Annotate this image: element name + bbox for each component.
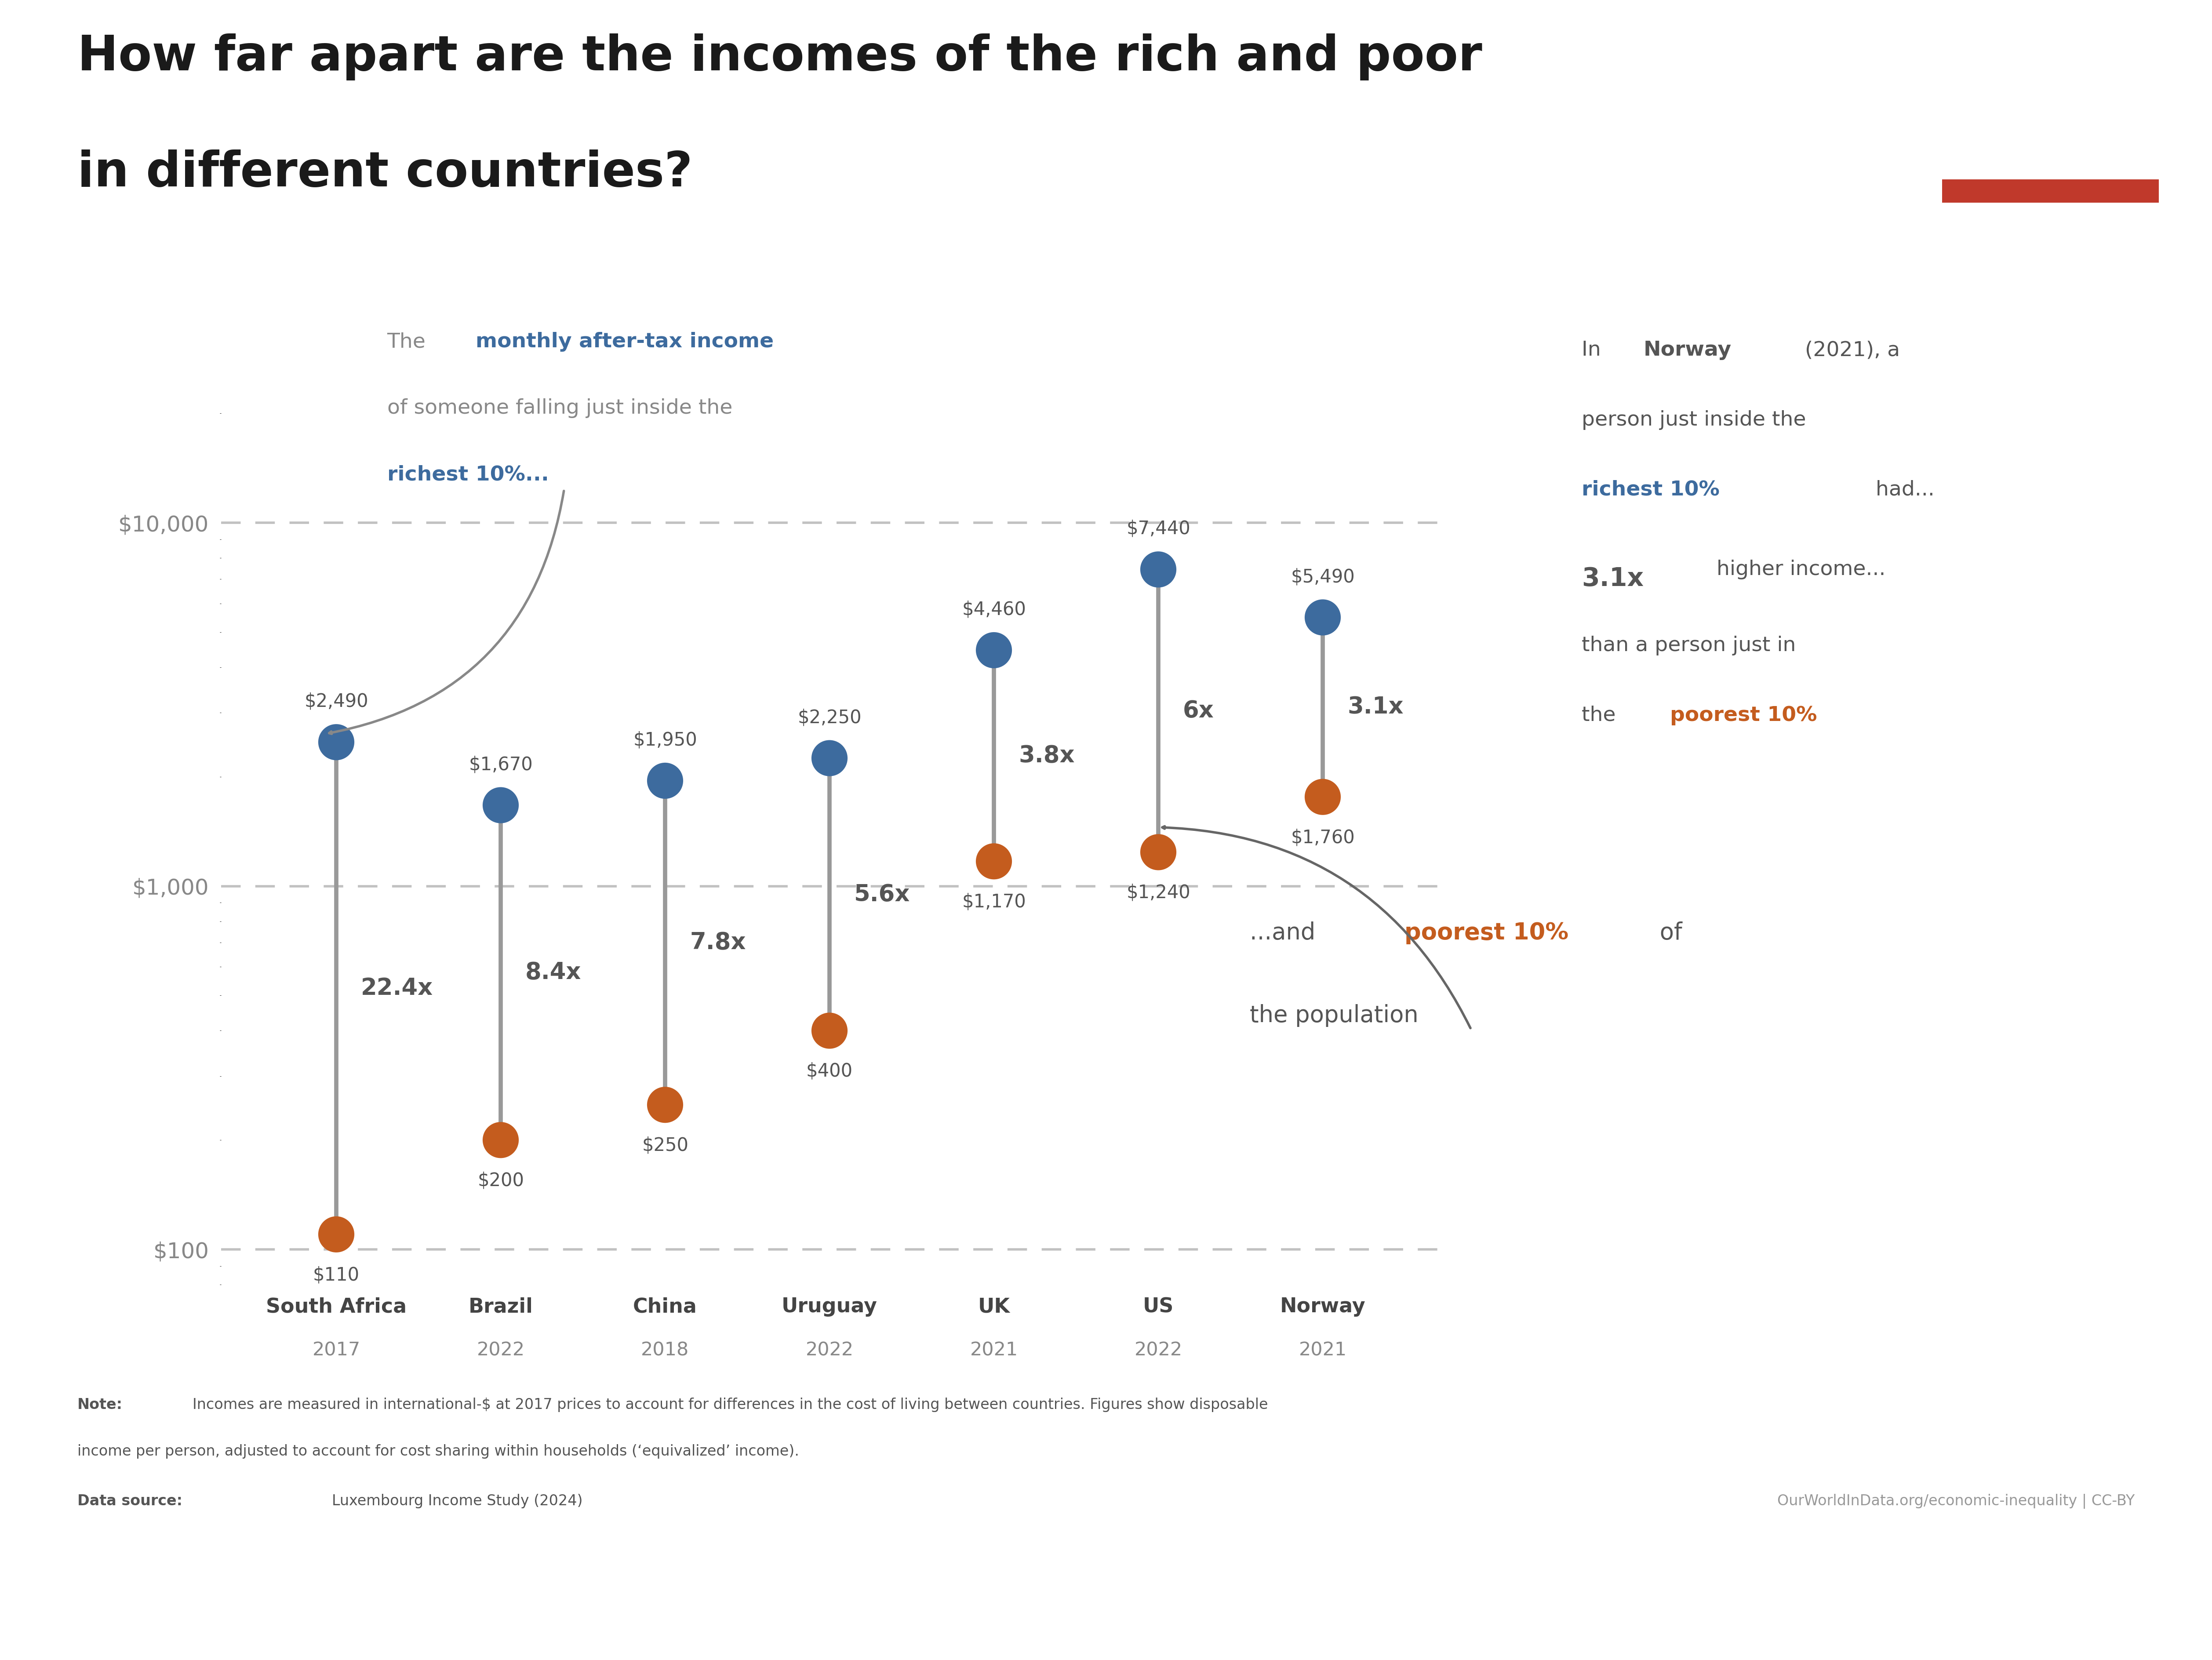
- Text: 2021: 2021: [1298, 1341, 1347, 1360]
- Text: poorest 10%: poorest 10%: [1670, 706, 1816, 725]
- Text: the population: the population: [1250, 1004, 1418, 1028]
- Text: $4,460: $4,460: [962, 601, 1026, 619]
- Text: richest 10%: richest 10%: [1582, 480, 1719, 500]
- Text: higher income...: higher income...: [1710, 559, 1885, 579]
- Text: 7.8x: 7.8x: [690, 931, 745, 954]
- Point: [482, 792, 518, 818]
- Text: richest 10%...: richest 10%...: [387, 465, 549, 485]
- Text: Data source:: Data source:: [77, 1494, 181, 1509]
- Bar: [1942, 179, 2159, 203]
- Text: $400: $400: [805, 1062, 854, 1081]
- Point: [319, 729, 354, 755]
- Text: the: the: [1582, 706, 1621, 725]
- Text: had...: had...: [1869, 480, 1936, 500]
- Text: 3.8x: 3.8x: [1018, 744, 1075, 767]
- Text: Norway: Norway: [1644, 340, 1732, 360]
- Point: [812, 1018, 847, 1044]
- Text: 8.4x: 8.4x: [526, 961, 582, 984]
- Point: [1305, 784, 1340, 810]
- Text: 2022: 2022: [805, 1341, 854, 1360]
- Text: $1,670: $1,670: [469, 755, 533, 774]
- Text: poorest 10%: poorest 10%: [1405, 921, 1568, 945]
- Text: Our World: Our World: [2002, 81, 2099, 98]
- Text: China: China: [633, 1296, 697, 1316]
- Text: Brazil: Brazil: [469, 1296, 533, 1316]
- Text: of someone falling just inside the: of someone falling just inside the: [387, 398, 732, 418]
- Text: Uruguay: Uruguay: [781, 1296, 878, 1316]
- Text: $200: $200: [478, 1172, 524, 1190]
- Text: than a person just in: than a person just in: [1582, 636, 1796, 656]
- Text: 5.6x: 5.6x: [854, 883, 909, 906]
- Text: UK: UK: [978, 1296, 1011, 1316]
- Point: [648, 1092, 684, 1119]
- Point: [482, 1127, 518, 1154]
- Text: $1,760: $1,760: [1290, 828, 1354, 847]
- Text: $1,170: $1,170: [962, 893, 1026, 911]
- Text: $5,490: $5,490: [1290, 568, 1354, 586]
- Text: (2021), a: (2021), a: [1798, 340, 1900, 360]
- Text: Norway: Norway: [1281, 1296, 1365, 1316]
- Text: 2022: 2022: [1135, 1341, 1181, 1360]
- Text: in Data: in Data: [2015, 128, 2086, 144]
- Text: ...and: ...and: [1250, 921, 1323, 945]
- Text: $1,240: $1,240: [1126, 883, 1190, 901]
- Point: [1305, 604, 1340, 631]
- Text: $7,440: $7,440: [1126, 520, 1190, 538]
- Text: income per person, adjusted to account for cost sharing within households (‘equi: income per person, adjusted to account f…: [77, 1444, 799, 1459]
- Text: The: The: [387, 332, 431, 352]
- Text: Note:: Note:: [77, 1398, 122, 1413]
- Text: of: of: [1652, 921, 1681, 945]
- Text: $250: $250: [641, 1135, 688, 1155]
- Point: [1141, 838, 1177, 865]
- Text: In: In: [1582, 340, 1608, 360]
- Point: [648, 767, 684, 793]
- Text: 2018: 2018: [641, 1341, 690, 1360]
- Point: [975, 637, 1011, 664]
- Text: person just inside the: person just inside the: [1582, 410, 1805, 430]
- Point: [975, 848, 1011, 875]
- Text: $110: $110: [312, 1265, 361, 1285]
- Point: [319, 1222, 354, 1248]
- Text: 3.1x: 3.1x: [1347, 696, 1402, 719]
- Point: [812, 745, 847, 772]
- Text: How far apart are the incomes of the rich and poor: How far apart are the incomes of the ric…: [77, 33, 1482, 80]
- Text: 22.4x: 22.4x: [361, 976, 434, 999]
- Text: 2022: 2022: [478, 1341, 524, 1360]
- Text: 2017: 2017: [312, 1341, 361, 1360]
- Text: US: US: [1144, 1296, 1175, 1316]
- Text: Luxembourg Income Study (2024): Luxembourg Income Study (2024): [332, 1494, 582, 1509]
- Text: $2,490: $2,490: [305, 692, 367, 710]
- Text: 3.1x: 3.1x: [1582, 566, 1644, 591]
- Text: $1,950: $1,950: [633, 730, 697, 749]
- Text: South Africa: South Africa: [265, 1296, 407, 1316]
- Text: 6x: 6x: [1183, 699, 1214, 722]
- Text: Incomes are measured in international-$ at 2017 prices to account for difference: Incomes are measured in international-$ …: [192, 1398, 1267, 1413]
- Text: OurWorldInData.org/economic-inequality | CC-BY: OurWorldInData.org/economic-inequality |…: [1776, 1494, 2135, 1509]
- Text: in different countries?: in different countries?: [77, 149, 692, 196]
- Text: $2,250: $2,250: [799, 709, 860, 727]
- Text: 2021: 2021: [969, 1341, 1018, 1360]
- Text: monthly after-tax income: monthly after-tax income: [476, 332, 774, 352]
- Point: [1141, 556, 1177, 583]
